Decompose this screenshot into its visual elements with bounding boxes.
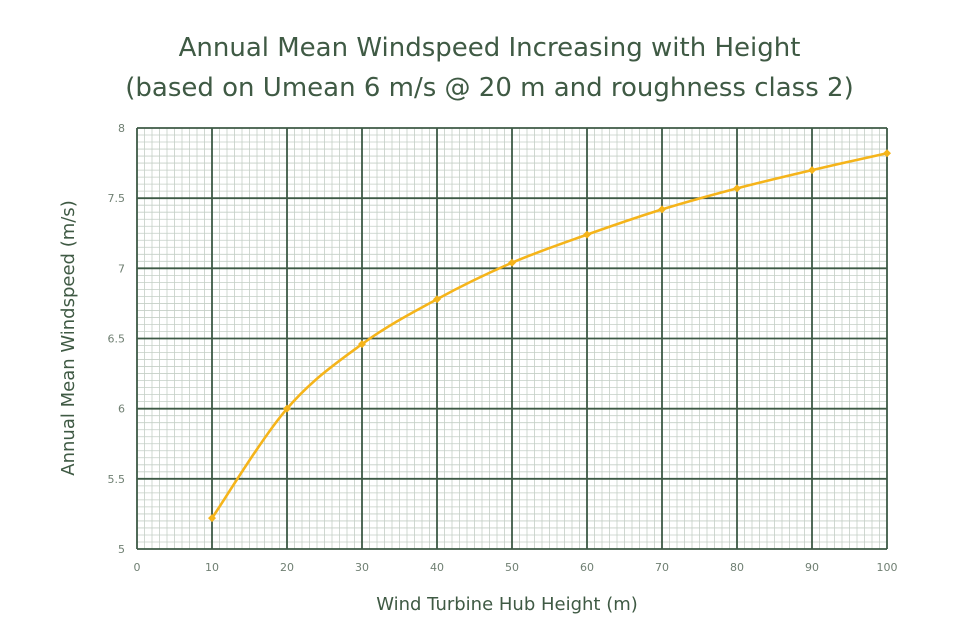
data-point-marker [433,295,441,304]
data-point-marker [508,258,516,267]
data-point-marker [208,514,216,523]
data-point-marker [658,205,666,214]
data-point-marker [583,230,591,239]
y-tick-label: 5 [118,543,125,556]
y-tick-label: 7.5 [108,192,126,205]
y-axis-label: Annual Mean Windspeed (m/s) [58,200,79,475]
x-tick-label: 40 [430,561,444,574]
y-tick-label: 8 [118,122,125,135]
series-layer [208,149,891,523]
chart-subtitle: (based on Umean 6 m/s @ 20 m and roughne… [125,73,854,103]
x-tick-label: 30 [355,561,369,574]
x-tick-labels: 0 10 20 30 40 50 60 70 80 90 100 [134,561,898,574]
x-tick-label: 100 [877,561,898,574]
data-point-marker [883,149,891,158]
y-tick-label: 7 [118,262,125,275]
y-tick-label: 5.5 [108,473,126,486]
x-tick-label: 50 [505,561,519,574]
data-point-marker [358,340,366,349]
x-tick-label: 10 [205,561,219,574]
data-point-marker [808,166,816,175]
y-tick-label: 6.5 [108,333,126,346]
x-tick-label: 20 [280,561,294,574]
y-tick-label: 6 [118,403,125,416]
x-axis-label: Wind Turbine Hub Height (m) [376,594,638,615]
data-point-marker [283,404,291,413]
x-tick-label: 60 [580,561,594,574]
chart-title: Annual Mean Windspeed Increasing with He… [178,33,801,63]
chart-title-block: Annual Mean Windspeed Increasing with He… [0,28,979,108]
x-tick-label: 0 [134,561,141,574]
y-tick-labels: 5 5.5 6 6.5 7 7.5 8 [108,122,126,556]
x-tick-label: 80 [730,561,744,574]
x-tick-label: 70 [655,561,669,574]
data-point-marker [733,184,741,193]
x-tick-label: 90 [805,561,819,574]
major-grid [136,127,888,550]
series-line [210,151,888,519]
